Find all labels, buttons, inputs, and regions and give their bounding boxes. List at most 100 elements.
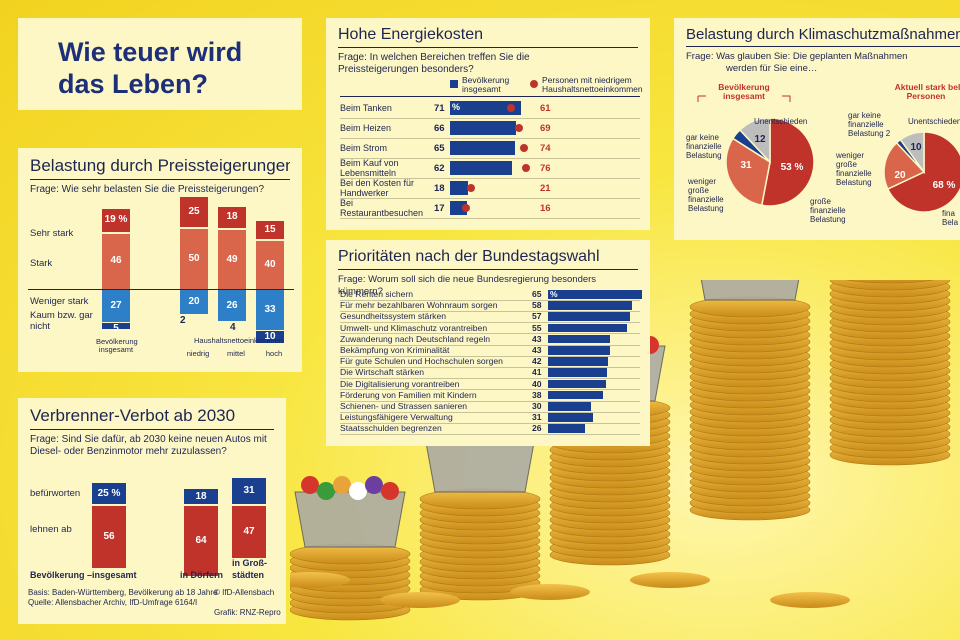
- bar-befuerworten: [92, 483, 126, 504]
- klima-pie1-label-gar: gar keine: [686, 133, 719, 142]
- value-kaum: 10: [264, 330, 276, 342]
- prioritaet-bar: [548, 334, 610, 344]
- belastung-chart: Sehr stark Stark Weniger stark Kaum bzw. ga…: [18, 148, 302, 372]
- prioritaet-bar: [548, 424, 586, 433]
- coin: [829, 280, 951, 291]
- grocery-item: [301, 476, 319, 494]
- bar-stark: [256, 241, 284, 289]
- energie-dot: [507, 104, 515, 112]
- prioritaet-row-line: [340, 322, 640, 324]
- bar-stark: [218, 230, 246, 289]
- energie-value-insgesamt: 71: [434, 103, 445, 114]
- verbrenner-panel: Verbrenner-Verbot ab 2030 Frage: Sind Si…: [18, 398, 286, 624]
- energie-value-niedrig: 21: [540, 183, 551, 194]
- category-label: mittel: [227, 349, 245, 358]
- grafik-note: Grafik: RNZ-Repro: [214, 608, 281, 617]
- energie-value-niedrig: 76: [540, 163, 551, 174]
- value-sehr-stark: 19 %: [104, 214, 128, 226]
- klima-pie2-label-weniger: Belastung: [836, 178, 872, 187]
- value-lehnen-ab: 56: [103, 530, 115, 542]
- prioritaet-value: 30: [532, 401, 542, 411]
- klima-question-1: Frage: Was glauben Sie: Die geplanten Ma…: [686, 51, 908, 62]
- prioritaet-value: 57: [532, 311, 542, 322]
- value-kaum: 5: [113, 323, 119, 335]
- energie-value-niedrig: 16: [540, 203, 551, 214]
- loose-coin: [770, 592, 850, 608]
- value-stark: 50: [188, 253, 200, 264]
- verbrenner-title: Verbrenner-Verbot ab 2030: [30, 406, 274, 430]
- klima-pie1-value-gross: 53 %: [781, 162, 804, 173]
- energie-value-insgesamt: 17: [434, 203, 445, 214]
- bar-befuerworten: [232, 478, 266, 504]
- klima-pie1-label-weniger: weniger: [687, 177, 716, 186]
- prioritaet-row-line: [340, 422, 640, 424]
- energie-row-label: Beim Kauf von Lebensmitteln: [340, 158, 399, 178]
- prioritaeten-chart: Die Renten sichern 65% Für mehr bezahlbare…: [326, 240, 650, 446]
- klima-pie2-label-unent: Unentschieden: [908, 117, 960, 126]
- bar-stark: [180, 229, 208, 289]
- loose-coin: [290, 572, 350, 588]
- value-lehnen-ab: 64: [195, 535, 207, 547]
- prioritaet-value: 65: [532, 289, 542, 299]
- klima-pie2-slice: [883, 141, 926, 191]
- energie-dot: [467, 184, 475, 192]
- belastung-panel: Belastung durch Preissteigerungen Frage:…: [18, 148, 302, 372]
- prioritaet-value: 42: [532, 356, 542, 367]
- prioritaet-label: Zuwanderung nach Deutschland regeln: [340, 333, 491, 344]
- energie-bar: [450, 161, 512, 175]
- klima-pie2-slice: [899, 131, 925, 175]
- klima-pie1-slice: [760, 117, 815, 207]
- prioritaet-bar: [548, 290, 642, 299]
- klima-pie1-value-unent: 12: [754, 134, 766, 145]
- prioritaet-row-line: [340, 378, 640, 380]
- prioritaet-bar: [548, 413, 593, 422]
- energie-value-insgesamt: 18: [434, 183, 445, 194]
- value-befuerworten: 31: [243, 485, 255, 497]
- klima-group1-bracket: [697, 95, 791, 102]
- row-label-befuerworten: befürworten: [30, 488, 81, 499]
- belastung-question: Frage: Wie sehr belasten Sie die Preisst…: [30, 184, 265, 195]
- prioritaet-bar: [548, 301, 632, 310]
- klima-pie1-label-gross: große: [810, 197, 831, 206]
- prioritaet-row-line: [340, 366, 640, 368]
- klima-pie1-value-weniger: 31: [740, 160, 752, 171]
- klima-question-2: werden für Sie eine…: [726, 63, 818, 74]
- klima-pie1-slice: [738, 117, 771, 164]
- prioritaet-bar: [548, 346, 610, 355]
- energie-row-label: Beim Strom: [340, 143, 388, 153]
- shopping-basket-icon: [294, 491, 406, 548]
- category-label: hoch: [265, 349, 283, 358]
- value-stark: 40: [264, 259, 276, 270]
- klima-group2-label-2: Personen: [907, 91, 946, 101]
- value-stark: 46: [110, 255, 122, 267]
- energie-label-line: [340, 96, 640, 97]
- prioritaet-value: 41: [532, 367, 542, 378]
- prioritaet-bar: [548, 323, 628, 333]
- klima-pie1-label-weniger: Belastung: [688, 204, 724, 213]
- category-label-insgesamt: insgesamt: [92, 570, 137, 580]
- energie-dot: [520, 144, 528, 152]
- belastung-title: Belastung durch Preissteigerungen: [30, 156, 290, 180]
- prioritaet-value: 40: [532, 378, 542, 389]
- prioritaeten-question: Frage: Worum soll sich die neue Bundesre…: [338, 274, 597, 297]
- energie-value-insgesamt: 66: [434, 123, 445, 134]
- value-sehr-stark: 25: [188, 206, 200, 217]
- klima-pie2-label-weniger: finanzielle: [836, 169, 872, 178]
- klima-pie1-label-gar: Belastung: [686, 151, 722, 160]
- bar-sehr-stark: [218, 206, 246, 229]
- legend-label-1: Bevölkerung insgesamt: [462, 75, 510, 94]
- prioritaet-label: Für mehr bezahlbaren Wohnraum sorgen: [340, 300, 498, 311]
- prioritaet-row-line: [340, 299, 640, 301]
- klima-pie2-label-weniger: große: [836, 160, 857, 169]
- energie-row-line: [340, 218, 640, 219]
- bar-sehr-stark: [102, 209, 130, 232]
- energie-question: Frage: In welchen Bereichen treffen Sie …: [338, 52, 530, 75]
- klima-pie2-value-weniger: 20: [894, 170, 906, 181]
- energie-row-line: [340, 118, 640, 119]
- prioritaeten-panel: Prioritäten nach der Bundestagswahl Frag…: [326, 240, 650, 446]
- prioritaet-row-line: [340, 310, 640, 312]
- value-kaum: 4: [230, 322, 236, 334]
- klima-pie1-label-gross: finanzielle: [810, 206, 846, 215]
- klima-panel: Belastung durch Klimaschutzmaßnahmen Fra…: [674, 18, 960, 240]
- row-label-weniger-stark: Weniger stark: [30, 296, 89, 307]
